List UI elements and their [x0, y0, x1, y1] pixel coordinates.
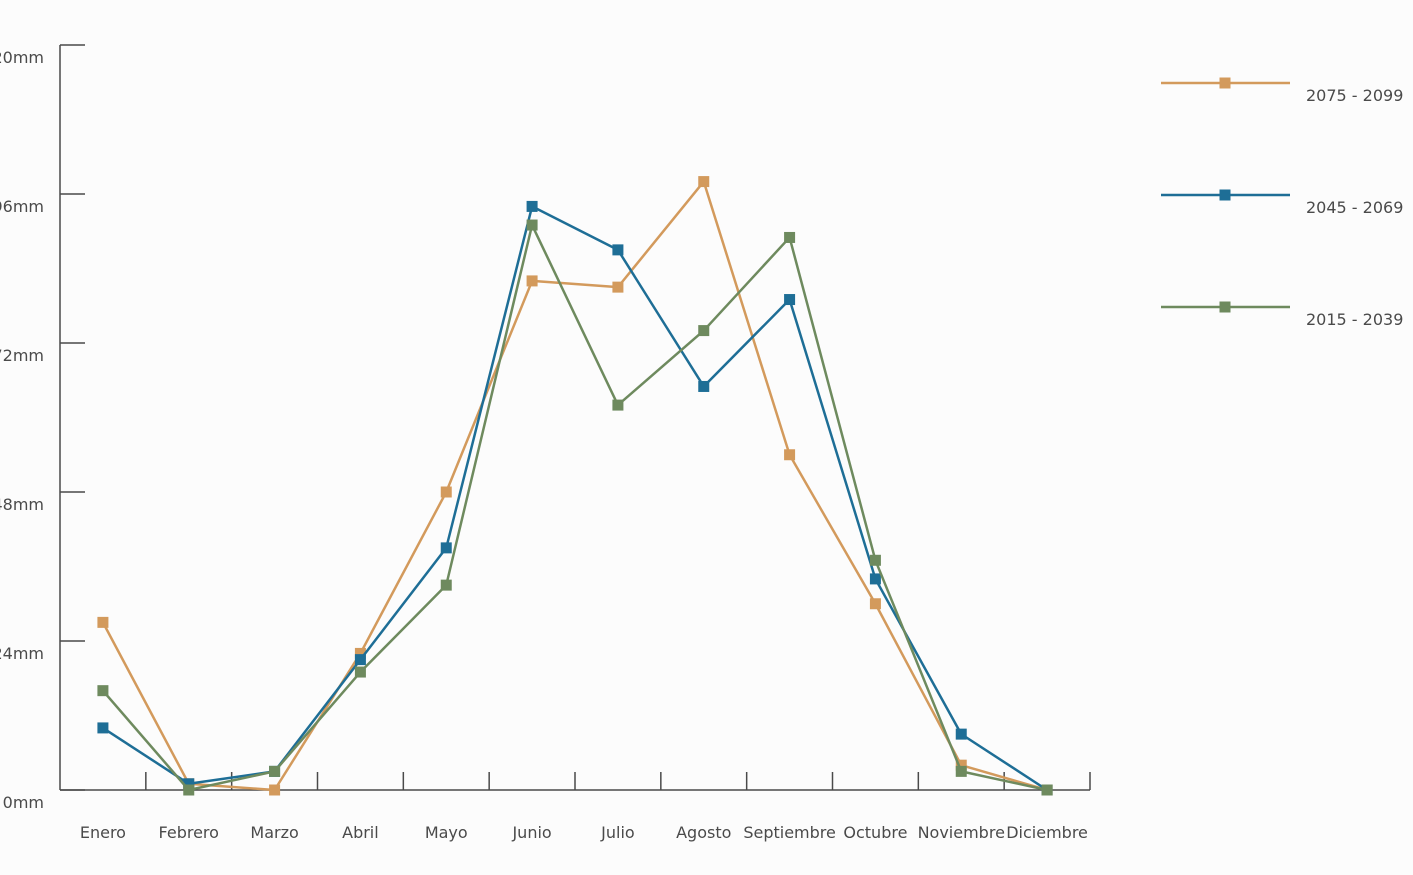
- data-point: [784, 449, 796, 461]
- y-tick-label: 96mm: [0, 197, 44, 216]
- legend-item-2: 2015 - 2039: [1161, 301, 1403, 329]
- data-point: [269, 765, 281, 777]
- data-point: [612, 281, 624, 293]
- data-point: [526, 200, 538, 212]
- legend-label: 2015 - 2039: [1306, 310, 1403, 329]
- data-point: [440, 542, 452, 554]
- y-tick-label: 120mm: [0, 48, 44, 67]
- data-point: [955, 759, 967, 771]
- legend-label: 2075 - 2099: [1306, 86, 1403, 105]
- data-point: [440, 486, 452, 498]
- data-point: [97, 685, 109, 697]
- data-point: [955, 765, 967, 777]
- data-point: [698, 325, 710, 337]
- legend-marker: [1219, 189, 1231, 201]
- data-point: [698, 176, 710, 188]
- legend-marker: [1219, 77, 1231, 89]
- data-point: [97, 722, 109, 734]
- y-tick-label: 0mm: [3, 793, 44, 812]
- data-point: [183, 784, 195, 796]
- legend-item-1: 2045 - 2069: [1161, 189, 1403, 217]
- x-tick-label: Septiembre: [743, 823, 836, 842]
- x-tick-label: Abril: [342, 823, 379, 842]
- x-tick-label: Junio: [511, 823, 551, 842]
- y-tick-label: 24mm: [0, 644, 44, 663]
- series-layer: [97, 176, 1053, 796]
- series-line: [101, 223, 1048, 792]
- data-point: [354, 647, 366, 659]
- data-point: [1041, 784, 1053, 796]
- data-point: [526, 219, 538, 231]
- data-point: [440, 579, 452, 591]
- data-point: [698, 380, 710, 392]
- legend: 2075 - 2099 2045 - 2069 2015 - 2039: [1161, 77, 1403, 329]
- legend-item-0: 2075 - 2099: [1161, 77, 1403, 105]
- data-point: [784, 294, 796, 306]
- x-tick-label: Febrero: [159, 823, 219, 842]
- data-point: [269, 784, 281, 796]
- data-point: [97, 616, 109, 628]
- data-point: [354, 666, 366, 678]
- x-tick-label: Marzo: [250, 823, 298, 842]
- x-tick-label: Julio: [600, 823, 635, 842]
- data-point: [784, 231, 796, 243]
- legend-label: 2045 - 2069: [1306, 198, 1403, 217]
- series-2: [97, 219, 1053, 796]
- x-tick-label: Diciembre: [1006, 823, 1088, 842]
- y-tick-label: 72mm: [0, 346, 44, 365]
- data-point: [955, 728, 967, 740]
- data-point: [612, 399, 624, 411]
- data-point: [869, 554, 881, 566]
- series-line: [101, 180, 1048, 792]
- x-tick-label: Octubre: [843, 823, 907, 842]
- series-1: [97, 200, 1053, 796]
- data-point: [526, 275, 538, 287]
- y-tick-label: 48mm: [0, 495, 44, 514]
- x-tick-label: Enero: [80, 823, 126, 842]
- data-point: [612, 244, 624, 256]
- data-point: [869, 573, 881, 585]
- series-0: [97, 176, 1053, 796]
- series-line: [102, 205, 1048, 792]
- data-point: [354, 654, 366, 666]
- data-point: [869, 598, 881, 610]
- axes: 0mm 24mm 48mm 72mm 96mm 120mm Enero Febrero Marz…: [0, 44, 1091, 842]
- x-tick-label: Mayo: [425, 823, 468, 842]
- x-tick-label: Agosto: [676, 823, 731, 842]
- x-tick-label: Noviembre: [918, 823, 1005, 842]
- data-point: [183, 778, 195, 790]
- legend-marker: [1219, 301, 1231, 313]
